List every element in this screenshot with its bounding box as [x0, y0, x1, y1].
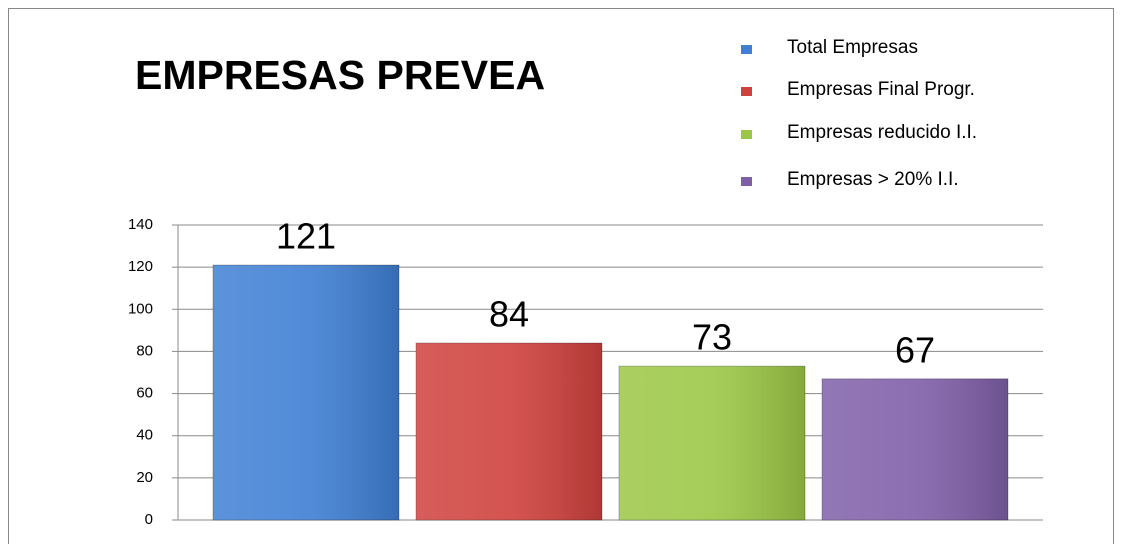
bar [415, 342, 603, 521]
bar [212, 264, 400, 521]
y-tick-label: 20 [136, 469, 153, 486]
y-tick-label: 140 [128, 216, 153, 233]
legend-label: Total Empresas [787, 37, 918, 58]
legend-swatch [741, 177, 752, 186]
data-label: 67 [895, 329, 935, 370]
y-tick-label: 0 [145, 511, 153, 528]
legend-label: Empresas Final Progr. [787, 79, 975, 100]
data-label: 121 [276, 216, 336, 257]
legend-label: Empresas > 20% I.I. [787, 169, 959, 190]
bar [618, 365, 806, 521]
y-tick-label: 60 [136, 385, 153, 402]
legend-swatch [741, 87, 752, 96]
legend-label: Empresas reducido I.I. [787, 122, 977, 143]
data-label: 73 [692, 317, 732, 358]
bar [821, 378, 1009, 521]
y-tick-label: 120 [128, 258, 153, 275]
chart-title: EMPRESAS PREVEA [135, 52, 545, 98]
y-tick-label: 100 [128, 300, 153, 317]
data-label: 84 [489, 294, 529, 335]
y-tick-label: 40 [136, 427, 153, 444]
legend-swatch [741, 45, 752, 54]
legend-swatch [741, 130, 752, 139]
y-tick-label: 80 [136, 342, 153, 359]
